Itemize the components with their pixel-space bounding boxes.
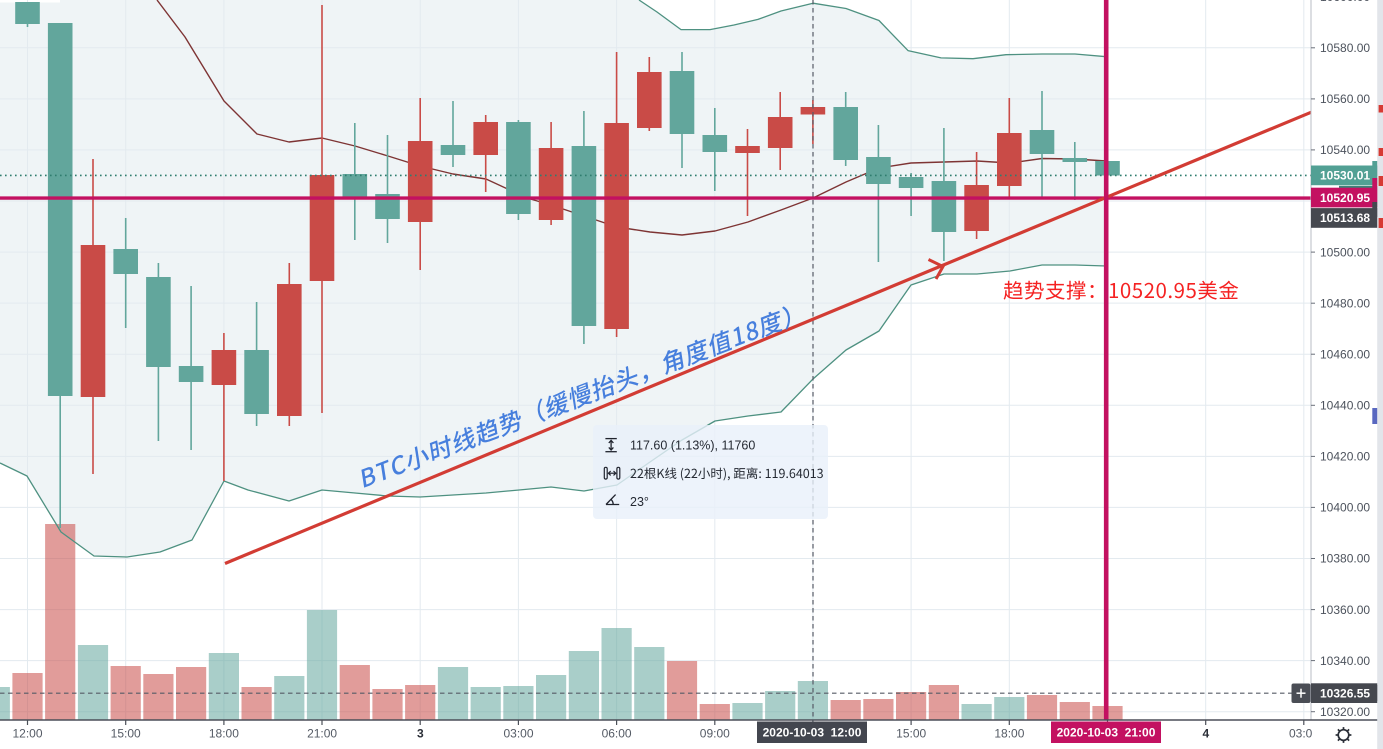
svg-text:15:00: 15:00 [111, 727, 141, 741]
svg-text:10400.00: 10400.00 [1320, 501, 1370, 515]
svg-text:10440.00: 10440.00 [1320, 399, 1370, 413]
svg-text:03:00: 03:00 [1289, 727, 1319, 741]
svg-text:18:00: 18:00 [209, 727, 239, 741]
svg-text:03:00: 03:00 [503, 727, 533, 741]
svg-text:09:00: 09:00 [700, 727, 730, 741]
svg-text:23°: 23° [630, 495, 649, 509]
svg-text:15:00: 15:00 [896, 727, 926, 741]
svg-text:10560.00: 10560.00 [1320, 92, 1370, 106]
svg-text:12:00: 12:00 [12, 727, 42, 741]
svg-text:4: 4 [1202, 727, 1209, 741]
svg-text:10520.95: 10520.95 [1320, 191, 1370, 205]
svg-text:18:00: 18:00 [994, 727, 1024, 741]
svg-text:10600.00: 10600.00 [1320, 0, 1370, 4]
svg-text:10420.00: 10420.00 [1320, 450, 1370, 464]
svg-text:117.60 (1.13%), 11760: 117.60 (1.13%), 11760 [630, 438, 755, 452]
svg-text:10580.00: 10580.00 [1320, 41, 1370, 55]
svg-text:10340.00: 10340.00 [1320, 654, 1370, 668]
svg-text:10480.00: 10480.00 [1320, 296, 1370, 310]
svg-text:2020-10-03 21:00: 2020-10-03 21:00 [1057, 726, 1156, 740]
svg-text:10326.55: 10326.55 [1320, 686, 1370, 700]
svg-text:10320.00: 10320.00 [1320, 705, 1370, 719]
svg-text:10513.68: 10513.68 [1320, 211, 1370, 225]
svg-text:3: 3 [417, 727, 424, 741]
svg-text:10500.00: 10500.00 [1320, 245, 1370, 259]
svg-text:10530.01: 10530.01 [1320, 169, 1370, 183]
svg-text:21:00: 21:00 [307, 727, 337, 741]
svg-text:10460.00: 10460.00 [1320, 347, 1370, 361]
svg-text:10540.00: 10540.00 [1320, 143, 1370, 157]
svg-text:10380.00: 10380.00 [1320, 552, 1370, 566]
svg-text:06:00: 06:00 [602, 727, 632, 741]
svg-text:10360.00: 10360.00 [1320, 603, 1370, 617]
svg-text:2020-10-03 12:00: 2020-10-03 12:00 [763, 726, 862, 740]
